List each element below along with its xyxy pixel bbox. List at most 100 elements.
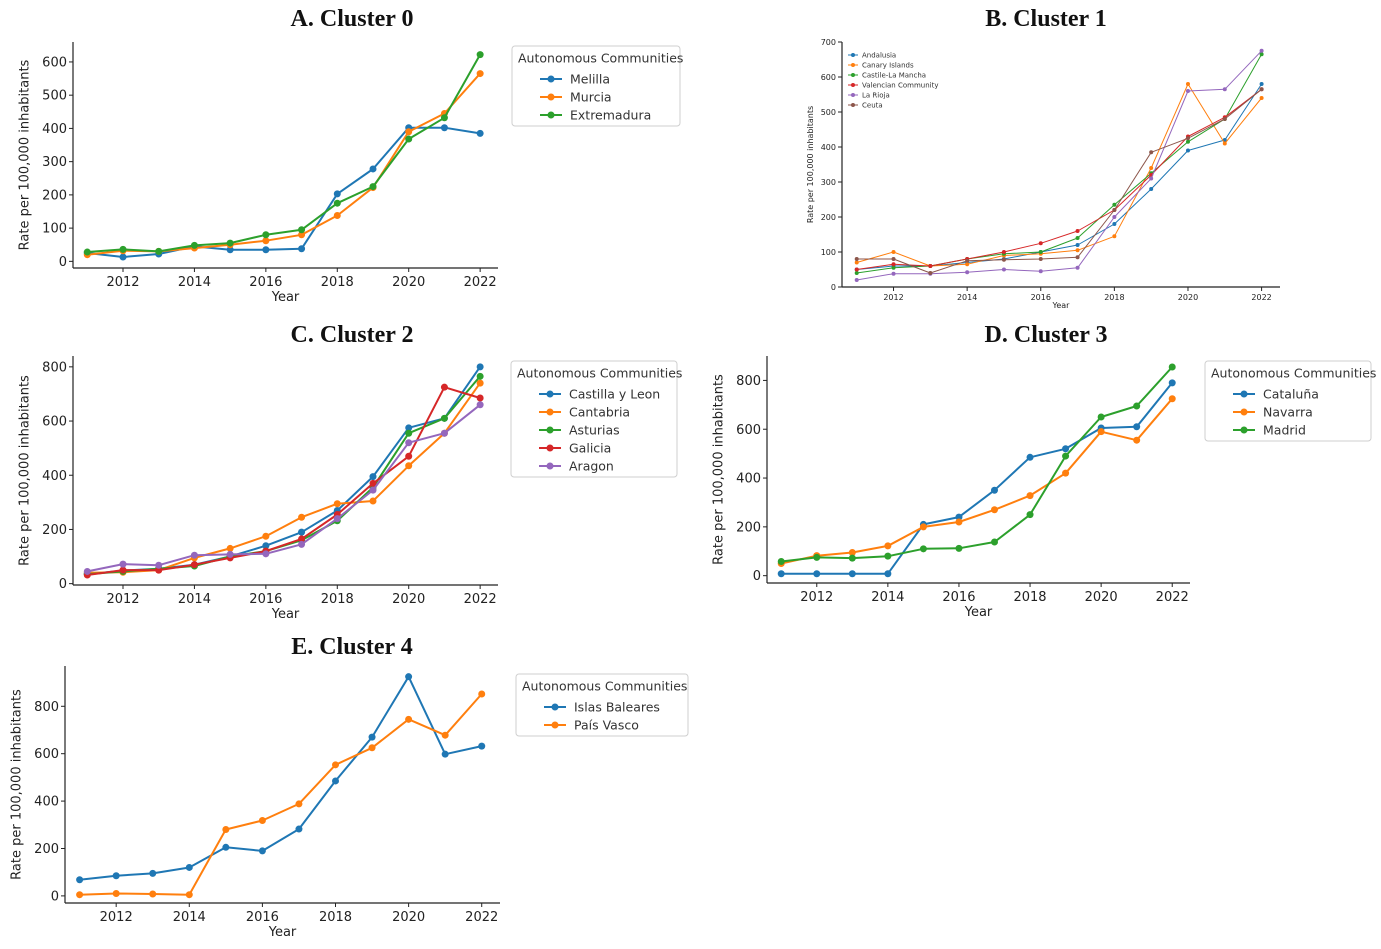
- data-point: [965, 258, 970, 263]
- data-point: [405, 673, 413, 681]
- x-tick-label: 2014: [173, 910, 206, 925]
- data-point: [1001, 257, 1006, 262]
- data-point: [848, 570, 856, 578]
- data-point: [405, 715, 413, 723]
- data-point: [333, 500, 341, 508]
- legend-marker: [546, 462, 554, 470]
- data-point: [369, 473, 377, 481]
- data-point: [854, 257, 859, 261]
- data-point: [476, 379, 484, 387]
- data-point: [1097, 413, 1105, 421]
- data-point: [333, 515, 341, 523]
- y-tick-label: 0: [831, 283, 836, 292]
- series-line: [856, 88, 1262, 274]
- legend-marker: [546, 390, 554, 398]
- x-tick-label: 2020: [392, 275, 425, 290]
- data-point: [1259, 48, 1264, 53]
- y-tick-label: 600: [821, 73, 836, 82]
- data-point: [990, 506, 998, 514]
- legend-marker: [546, 426, 554, 434]
- data-point: [990, 486, 998, 494]
- data-point: [928, 271, 933, 275]
- data-point: [1185, 139, 1190, 144]
- data-point: [891, 262, 896, 267]
- y-tick-label: 200: [42, 523, 67, 538]
- data-point: [1168, 363, 1176, 371]
- y-tick-label: 200: [736, 520, 761, 535]
- data-point: [83, 248, 91, 256]
- y-tick-label: 200: [42, 188, 67, 203]
- legend-marker: [547, 93, 555, 101]
- data-point: [813, 570, 821, 578]
- legend-entry: Andalusia: [862, 52, 896, 60]
- legend: Autonomous Communities Castilla y Leon Can…: [510, 360, 682, 478]
- y-tick-label: 600: [736, 423, 761, 438]
- data-point: [1222, 87, 1227, 92]
- data-point: [1075, 255, 1080, 260]
- data-point: [1075, 243, 1080, 247]
- data-point: [476, 372, 484, 380]
- data-point: [1062, 452, 1070, 460]
- legend-marker: [547, 75, 555, 83]
- legend-title: Autonomous Communities: [1211, 366, 1376, 381]
- legend-entry: Madrid: [1263, 423, 1306, 438]
- data-point: [333, 211, 341, 219]
- legend-entry: Navarra: [1263, 405, 1313, 420]
- data-point: [1075, 229, 1080, 233]
- x-tick-label: 2012: [106, 592, 139, 607]
- data-point: [476, 51, 484, 59]
- data-point: [155, 247, 163, 255]
- legend-entry: La Rioja: [862, 92, 890, 100]
- data-point: [333, 199, 341, 207]
- data-point: [190, 551, 198, 559]
- x-tick-label: 2016: [249, 592, 282, 607]
- data-point: [1001, 250, 1006, 254]
- data-point: [1026, 492, 1034, 500]
- x-tick-label: 2018: [1013, 590, 1046, 605]
- legend-marker: [551, 703, 559, 711]
- data-point: [295, 800, 303, 808]
- chart-a: 2012 2014 2016 2018 2020 2022 0 100 200 300 400 500…: [18, 42, 683, 305]
- data-point: [185, 891, 193, 899]
- chart-c: 2012 2014 2016 2018 2020 2022 0 200 400 600 800 Yea…: [18, 356, 682, 622]
- data-point: [190, 241, 198, 249]
- series-line: [780, 398, 1173, 565]
- y-tick-label: 400: [34, 795, 59, 810]
- data-point: [1075, 265, 1080, 270]
- y-tick-label: 300: [42, 155, 67, 170]
- legend-entry: Valencian Community: [862, 82, 938, 90]
- data-point: [440, 429, 448, 437]
- data-point: [848, 554, 856, 562]
- data-point: [965, 262, 970, 267]
- data-point: [1149, 176, 1154, 181]
- data-point: [1075, 248, 1080, 253]
- data-point: [83, 567, 91, 575]
- data-point: [476, 70, 484, 78]
- data-point: [476, 129, 484, 137]
- legend: Autonomous Communities Islas Baleares País…: [515, 673, 689, 737]
- data-point: [990, 538, 998, 546]
- legend-box: [511, 45, 681, 127]
- legend-entry: Castile-La Mancha: [862, 72, 926, 80]
- data-point: [262, 542, 270, 550]
- legend-entry: Canary Islands: [862, 62, 914, 70]
- legend-entry: Ceuta: [862, 102, 883, 110]
- legend-marker: [546, 444, 554, 452]
- data-point: [76, 876, 84, 884]
- series-line: [87, 54, 481, 253]
- legend-marker: [851, 83, 855, 87]
- legend-entry: País Vasco: [574, 718, 639, 733]
- data-point: [368, 733, 376, 741]
- data-point: [891, 265, 896, 270]
- data-point: [1133, 423, 1141, 431]
- data-point: [848, 548, 856, 556]
- y-tick-label: 100: [821, 248, 836, 257]
- data-point: [1038, 269, 1043, 274]
- panel-title-b: B. Cluster 1: [985, 6, 1107, 32]
- y-axis-label: Rate per 100,000 inhabitants: [10, 689, 25, 880]
- data-point: [76, 891, 84, 899]
- x-tick-label: 2020: [392, 592, 425, 607]
- x-tick-label: 2012: [100, 910, 133, 925]
- data-point: [155, 561, 163, 569]
